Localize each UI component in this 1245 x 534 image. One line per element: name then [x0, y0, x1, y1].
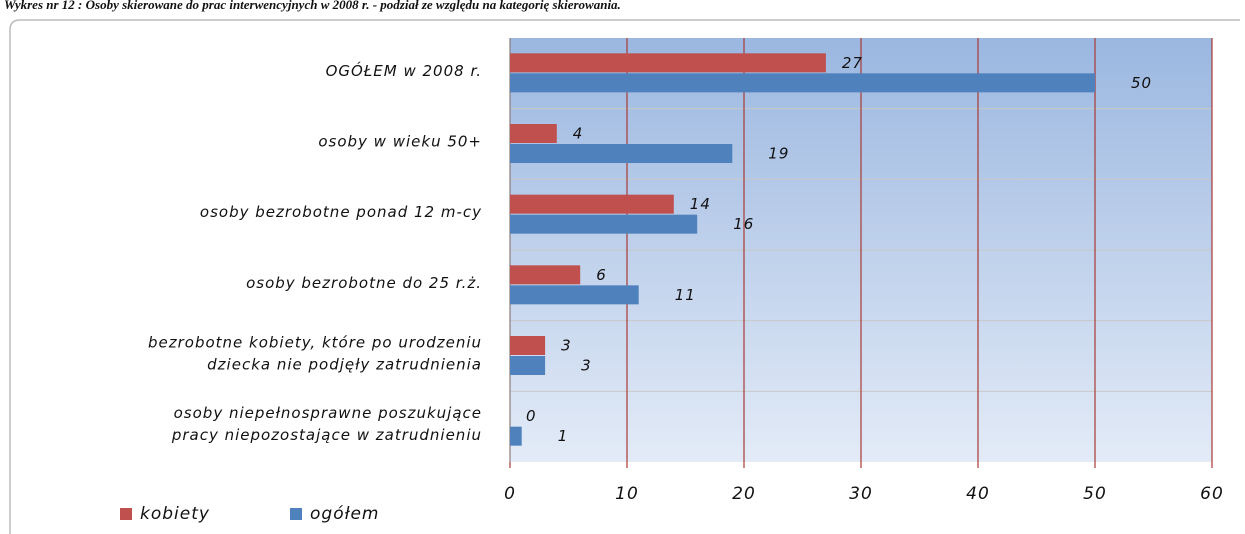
legend-swatch: [290, 508, 302, 520]
data-label: 3: [581, 357, 592, 375]
legend-label: ogółem: [310, 504, 380, 524]
data-label: 6: [596, 266, 607, 284]
x-tick-label: 20: [732, 484, 756, 504]
bar: [510, 194, 674, 214]
data-label: 0: [526, 407, 537, 425]
data-label: 1: [558, 427, 569, 445]
bar: [510, 426, 522, 446]
legend-swatch: [120, 508, 132, 520]
bar: [510, 124, 557, 143]
bar: [510, 214, 698, 234]
x-tick-label: 50: [1083, 484, 1107, 504]
x-tick-label: 10: [615, 484, 639, 504]
y-tick-label: osoby niepełnosprawne poszukujące: [174, 404, 482, 422]
bar: [510, 356, 546, 375]
x-tick-label: 40: [966, 484, 990, 504]
data-label: 3: [561, 337, 572, 355]
data-label: 11: [675, 286, 696, 304]
y-tick-label: OGÓŁEM w 2008 r.: [326, 61, 482, 80]
y-tick-label: dziecka nie podjęły zatrudnienia: [207, 356, 482, 374]
data-label: 50: [1131, 74, 1152, 92]
y-tick-label: osoby bezrobotne ponad 12 m-cy: [200, 203, 482, 221]
bar: [510, 53, 826, 73]
bar: [510, 336, 546, 355]
x-tick-label: 60: [1200, 484, 1224, 504]
data-label: 27: [842, 54, 863, 72]
y-tick-label: osoby bezrobotne do 25 r.ż.: [246, 274, 482, 292]
y-tick-label: pracy niepozostające w zatrudnieniu: [171, 426, 482, 444]
bar: [510, 285, 639, 305]
bar: [510, 265, 581, 285]
y-tick-label: osoby w wieku 50+: [318, 133, 482, 151]
bar: [510, 73, 1095, 93]
legend-label: kobiety: [140, 504, 210, 524]
data-label: 14: [690, 195, 711, 213]
data-label: 19: [768, 145, 789, 163]
bar: [510, 144, 733, 163]
x-tick-label: 0: [504, 484, 516, 504]
data-label: 4: [573, 125, 584, 143]
data-label: 16: [733, 215, 754, 233]
chart-frame: [9, 19, 1240, 534]
chart-title: Wykres nr 12 : Osoby skierowane do prac …: [4, 0, 621, 12]
x-tick-label: 30: [849, 484, 873, 504]
y-tick-label: bezrobotne kobiety, które po urodzeniu: [148, 334, 482, 352]
